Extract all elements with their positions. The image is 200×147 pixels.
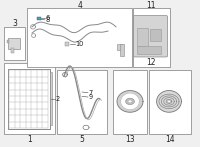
Bar <box>8 69 50 129</box>
Text: 4: 4 <box>78 1 82 10</box>
Bar <box>149 70 191 134</box>
Text: 1: 1 <box>27 135 32 143</box>
Bar <box>27 8 132 67</box>
Circle shape <box>128 100 132 103</box>
Bar <box>65 42 69 46</box>
Polygon shape <box>117 91 143 112</box>
Text: 8: 8 <box>45 17 50 23</box>
Text: 11: 11 <box>147 1 156 10</box>
Bar <box>11 48 14 53</box>
Bar <box>4 63 55 134</box>
Text: 3: 3 <box>12 19 17 28</box>
Polygon shape <box>121 93 139 109</box>
Bar <box>7 40 9 44</box>
Polygon shape <box>157 91 181 112</box>
Bar <box>57 70 107 134</box>
Text: 2: 2 <box>55 96 60 102</box>
Bar <box>137 28 148 46</box>
Text: 7: 7 <box>88 90 93 96</box>
Bar <box>133 8 170 67</box>
Bar <box>120 44 124 56</box>
Bar <box>37 17 41 20</box>
Bar <box>8 38 20 49</box>
Text: 10: 10 <box>75 41 84 47</box>
Bar <box>137 46 161 54</box>
Circle shape <box>126 98 134 105</box>
Bar <box>4 27 25 60</box>
FancyBboxPatch shape <box>133 16 168 57</box>
Bar <box>150 29 161 41</box>
Text: 6: 6 <box>45 15 50 21</box>
Text: 9: 9 <box>88 94 93 100</box>
Text: 13: 13 <box>125 135 135 143</box>
Bar <box>113 70 147 134</box>
Text: 5: 5 <box>80 135 84 143</box>
Circle shape <box>167 100 171 103</box>
Bar <box>117 44 122 50</box>
Text: 12: 12 <box>147 58 156 67</box>
Text: 14: 14 <box>165 135 175 143</box>
Bar <box>50 72 52 125</box>
